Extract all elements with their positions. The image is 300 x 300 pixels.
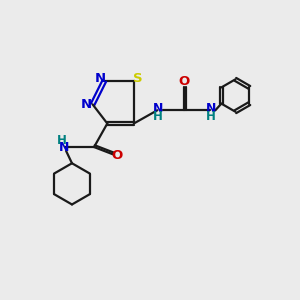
Text: H: H [206,110,216,123]
Text: N: N [95,72,106,85]
Text: N: N [59,141,69,154]
Text: O: O [111,149,123,162]
Text: N: N [153,102,163,115]
Text: N: N [206,102,216,115]
Text: N: N [80,98,92,111]
Text: H: H [153,110,163,123]
Text: H: H [57,134,67,147]
Text: O: O [178,75,190,88]
Text: S: S [133,72,142,85]
